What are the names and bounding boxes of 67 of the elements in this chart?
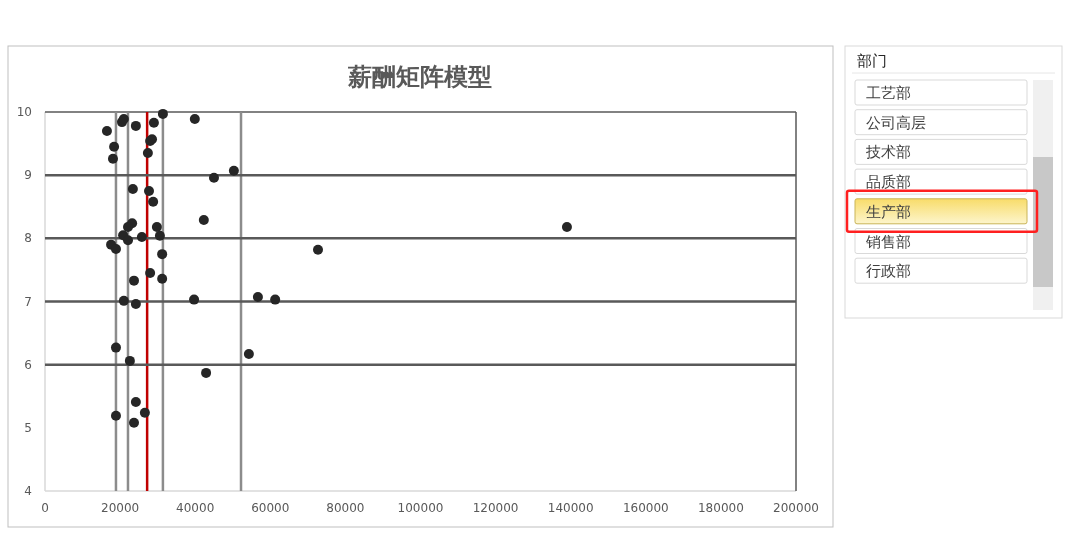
x-tick-label: 60000 xyxy=(251,501,290,515)
point xyxy=(208,172,219,183)
point xyxy=(561,221,572,232)
x-tick-label: 160000 xyxy=(622,501,669,515)
x-tick-label: 0 xyxy=(41,501,49,515)
point xyxy=(118,113,129,124)
point xyxy=(127,184,138,195)
y-tick-label: 8 xyxy=(24,231,32,246)
x-tick-label: 120000 xyxy=(472,501,519,515)
x-tick-label: 200000 xyxy=(773,501,819,515)
x-tick-label: 20000 xyxy=(101,501,140,515)
point xyxy=(142,148,153,159)
y-tick-label: 7 xyxy=(24,294,32,309)
point xyxy=(139,407,150,418)
point xyxy=(130,120,141,131)
text: 工艺部 xyxy=(866,84,911,102)
x-tick-label: 180000 xyxy=(697,501,744,515)
point xyxy=(109,141,120,152)
point xyxy=(270,294,281,305)
point xyxy=(189,294,200,305)
y-tick-label: 4 xyxy=(24,484,32,498)
point xyxy=(122,221,133,232)
point xyxy=(122,235,133,246)
point xyxy=(252,292,263,303)
point xyxy=(110,410,121,421)
point xyxy=(157,273,168,284)
text: 部门 xyxy=(857,52,887,70)
text: 销售部 xyxy=(865,232,911,251)
point xyxy=(118,295,129,306)
point xyxy=(124,355,135,366)
point xyxy=(110,244,121,255)
text: 公司高层 xyxy=(866,113,926,132)
x-tick-label: 80000 xyxy=(326,501,365,515)
y-tick-label: 5 xyxy=(24,420,32,435)
point xyxy=(144,185,155,196)
point xyxy=(101,125,112,136)
point xyxy=(151,221,162,232)
point xyxy=(201,367,212,378)
x-tick-label: 140000 xyxy=(547,501,594,515)
point xyxy=(312,244,323,255)
point xyxy=(128,275,139,286)
point xyxy=(198,215,209,226)
point xyxy=(128,417,139,428)
point xyxy=(189,113,200,124)
x-tick-label: 40000 xyxy=(176,501,215,515)
point xyxy=(148,117,159,128)
point xyxy=(110,342,121,353)
x-tick-label: 100000 xyxy=(397,501,444,515)
point xyxy=(228,165,239,176)
point xyxy=(136,232,147,243)
y-tick-label: 6 xyxy=(24,357,32,372)
point xyxy=(154,230,165,241)
point xyxy=(107,153,118,164)
y-tick-label: 9 xyxy=(24,168,32,183)
point xyxy=(130,396,141,407)
point xyxy=(243,348,254,359)
point xyxy=(157,108,168,119)
point xyxy=(145,268,156,279)
text: 品质部 xyxy=(866,173,911,192)
chart-title: 薪酬矩阵模型 xyxy=(347,63,492,91)
point xyxy=(130,299,141,310)
point xyxy=(148,196,159,207)
text: 行政部 xyxy=(866,262,911,281)
y-tick-label: 10 xyxy=(16,105,32,119)
point xyxy=(157,249,168,260)
text: 生产部 xyxy=(866,202,911,221)
text: 技术部 xyxy=(865,143,911,162)
